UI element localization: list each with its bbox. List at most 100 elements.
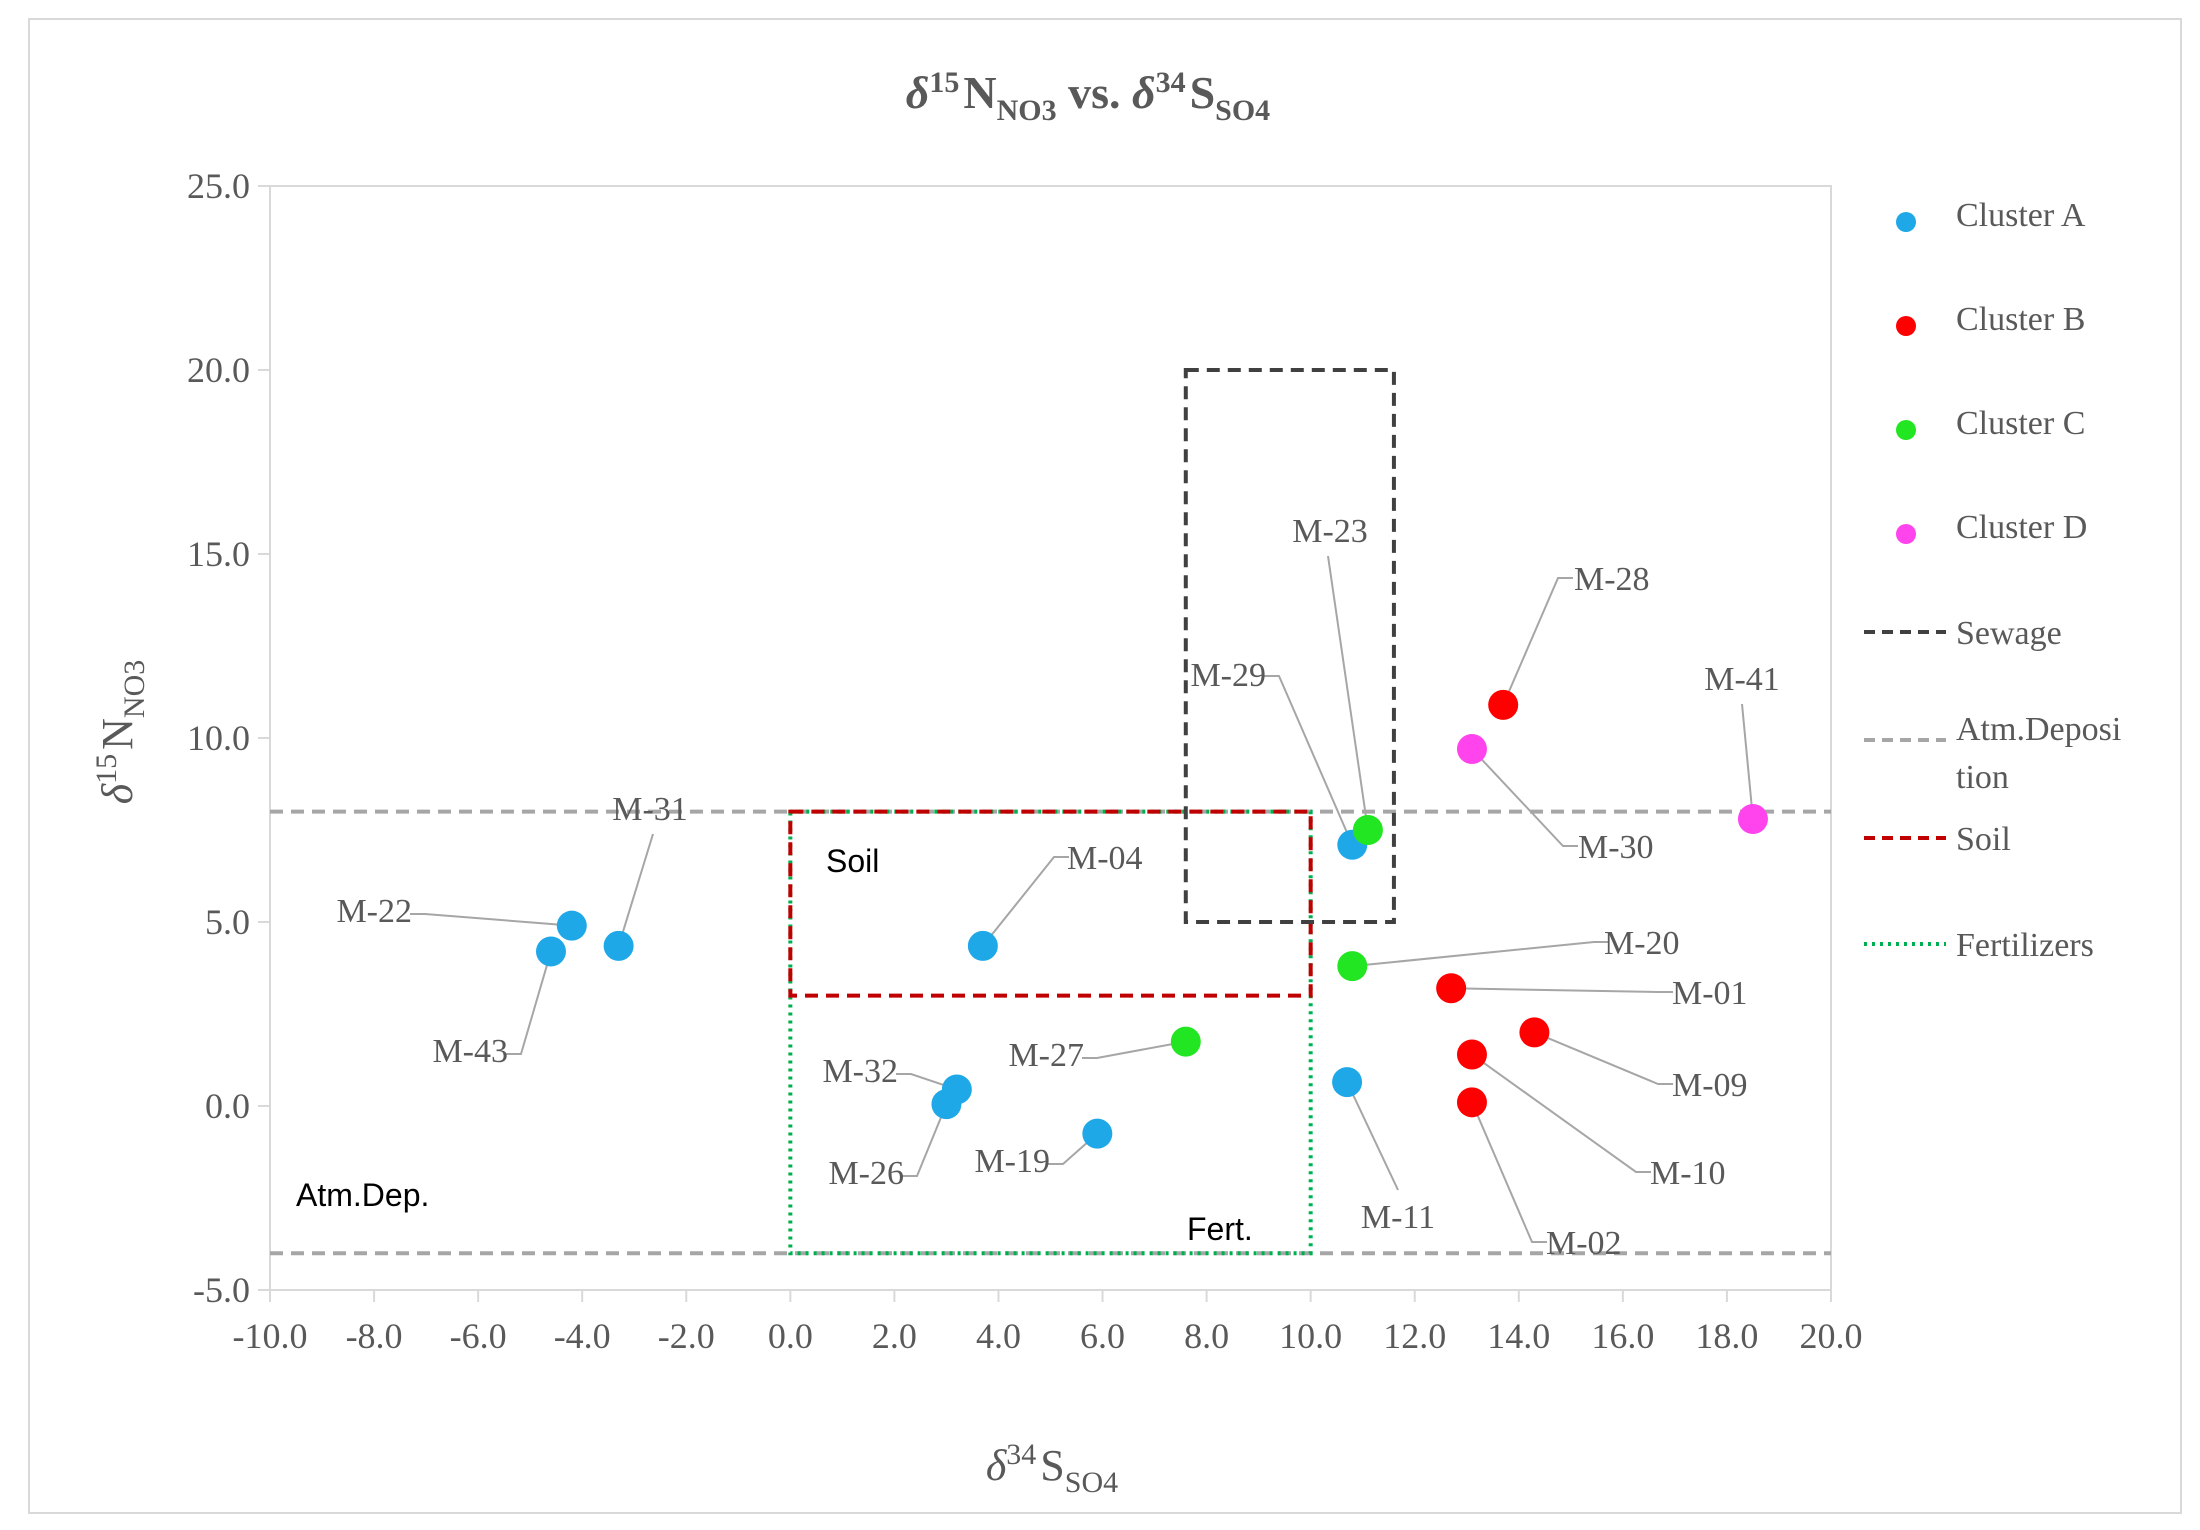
leader-line [1451,987,1673,993]
point-label: M-26 [828,1155,904,1192]
leader-line [1346,1081,1399,1191]
legend: Cluster A Cluster B Cluster C Cluster D Sewa… [1864,197,2121,964]
point-label: M-41 [1704,661,1780,698]
x-tick-label: 18.0 [1695,1316,1758,1356]
legend-marker [1896,212,1916,232]
legend-label: Cluster A [1956,197,2086,234]
x-tick-label: -10.0 [233,1316,308,1356]
y-tick-label: 5.0 [205,902,250,942]
leader-line [896,1073,958,1091]
leader-line [506,951,552,1055]
point-label: M-31 [612,791,688,828]
leader-line [617,833,654,947]
point-leader-lines [410,555,1754,1243]
point-label: M-32 [822,1053,898,1090]
y-tick-label: 20.0 [187,350,250,390]
leader-line [1471,1053,1651,1173]
leader-line [1327,555,1369,831]
point-label: M-28 [1574,561,1650,598]
data-point [1737,803,1768,834]
legend-label: Cluster B [1956,301,2085,338]
leader-line [1082,1040,1186,1059]
data-point [1488,689,1519,720]
x-tick-label: 2.0 [872,1316,917,1356]
y-tick-label: 0.0 [205,1086,250,1126]
data-point [1337,951,1368,982]
atm-annotation: Atm.Dep. [296,1177,429,1213]
x-tick-label: -4.0 [554,1316,611,1356]
leader-line [982,856,1069,947]
leader-line [1502,577,1573,706]
leader-line [1471,748,1578,847]
point-label: M-02 [1546,1225,1622,1262]
data-point [603,930,634,961]
plot-area [269,185,1832,1291]
leader-line [902,1103,948,1177]
y-tick-label: -5.0 [193,1270,250,1310]
legend-label: Fertilizers [1956,927,2094,964]
data-point [1519,1017,1550,1048]
y-tick-label: 10.0 [187,718,250,758]
leader-line [1264,675,1354,846]
data-point [1352,815,1383,845]
x-tick-label: 6.0 [1080,1316,1125,1356]
chart-title: δ15NNO3 vs. δ34SSO4 [906,66,1270,127]
x-axis-ticks: -10.0 -8.0 -6.0 -4.0 -2.0 0.0 2.0 4.0 6.0 8.0 10.0… [233,1290,1863,1356]
x-tick-label: 0.0 [768,1316,813,1356]
data-point [1456,1087,1487,1118]
x-tick-label: 12.0 [1383,1316,1446,1356]
leader-line [1741,703,1754,820]
data-points [535,689,1768,1149]
data-point [1082,1118,1113,1149]
soil-range-box [788,809,1313,998]
data-point [1456,1039,1487,1070]
data-point [1170,1026,1201,1057]
point-label: M-09 [1672,1067,1748,1104]
y-tick-label: 25.0 [187,166,250,206]
point-label: M-19 [974,1143,1050,1180]
data-point [1456,734,1487,765]
data-point [967,930,998,961]
fert-annotation: Fert. [1187,1211,1253,1247]
legend-marker [1896,316,1916,336]
legend-label: Cluster D [1956,509,2087,546]
x-tick-label: 4.0 [976,1316,1021,1356]
legend-label: Cluster C [1956,405,2085,442]
leader-line [410,913,572,927]
x-tick-label: -6.0 [450,1316,507,1356]
x-tick-label: -8.0 [346,1316,403,1356]
point-label: M-20 [1604,925,1680,962]
x-tick-label: 14.0 [1487,1316,1550,1356]
point-label: M-23 [1292,513,1368,550]
point-labels: M-31 M-22 M-43 M-04 M-32 M-26 M-19 M-11 M-29 M-28… [336,513,1779,1262]
x-tick-label: 16.0 [1591,1316,1654,1356]
y-axis-ticks: -5.0 0.0 5.0 10.0 15.0 20.0 25.0 [187,166,270,1310]
leader-line [1352,941,1609,968]
data-point [556,910,587,941]
chart-frame [28,18,2182,1514]
legend-marker [1896,420,1916,440]
point-label: M-22 [336,893,412,930]
point-label: M-04 [1067,840,1143,877]
leader-line [1534,1031,1673,1085]
leader-line [1048,1132,1098,1165]
source-ranges [270,368,1831,1256]
data-point [1332,1067,1363,1098]
x-tick-label: 10.0 [1279,1316,1342,1356]
point-label: M-10 [1650,1155,1726,1192]
x-tick-label: 20.0 [1800,1316,1863,1356]
sewage-range-box [1183,368,1396,924]
point-label: M-01 [1672,975,1748,1012]
data-point [1436,973,1467,1004]
x-tick-label: 8.0 [1184,1316,1229,1356]
legend-marker [1896,524,1916,544]
point-label: M-27 [1008,1037,1084,1074]
data-point [931,1089,962,1120]
point-label: M-43 [432,1033,508,1070]
data-point [535,936,566,967]
point-label: M-30 [1578,829,1654,866]
soil-annotation: Soil [826,843,879,879]
legend-label: Atm.Deposi tion [1956,711,2121,796]
x-axis-label: δ34SSO4 [986,1438,1118,1499]
